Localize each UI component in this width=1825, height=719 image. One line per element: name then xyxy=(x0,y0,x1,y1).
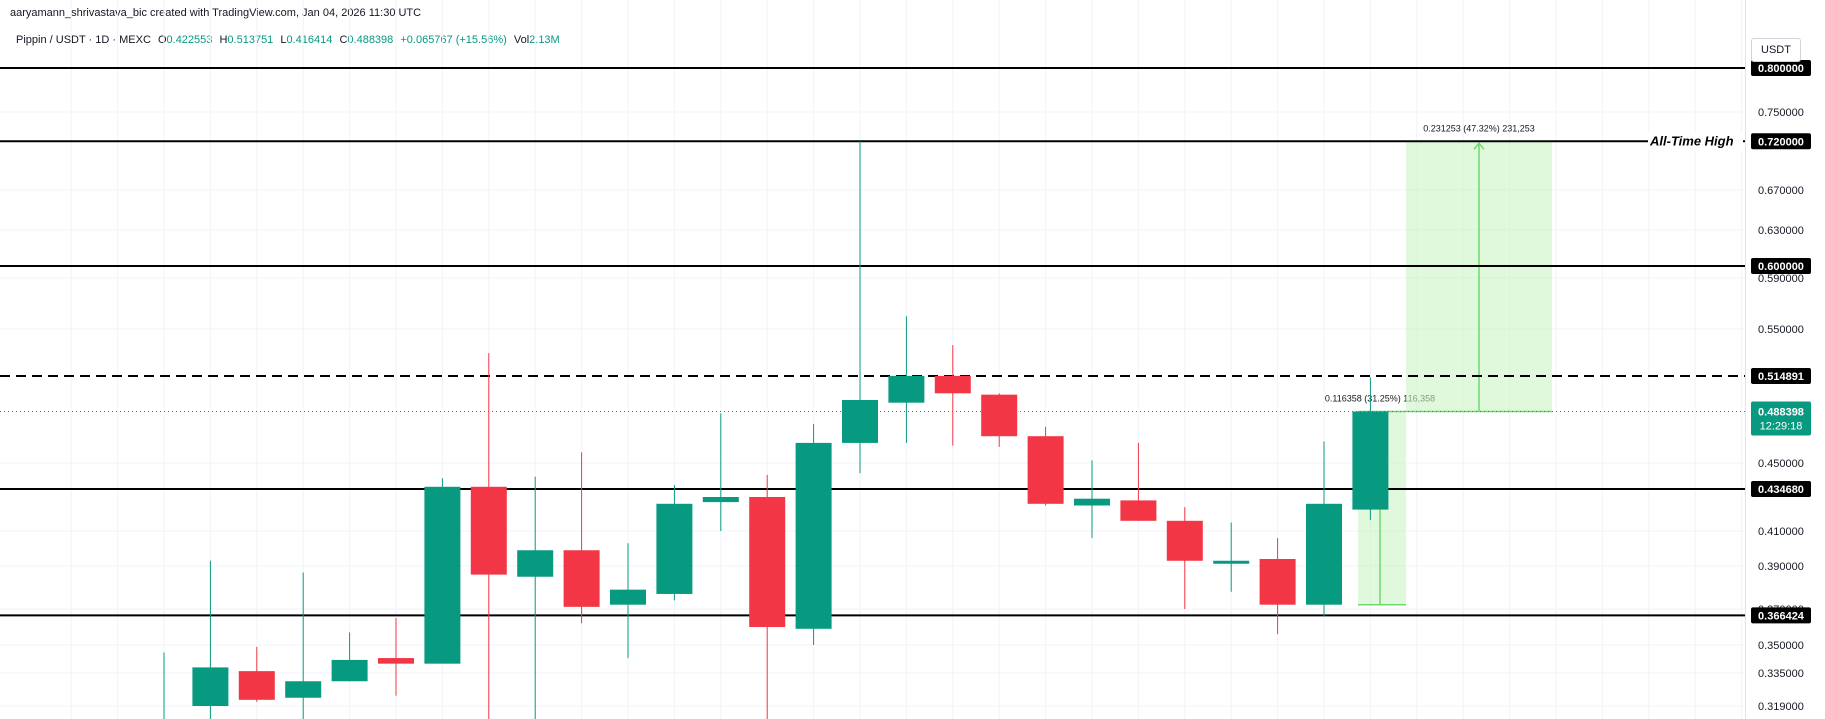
level-price-label: 0.720000 xyxy=(1758,136,1804,148)
candle-body[interactable] xyxy=(424,486,461,664)
level-price-tag xyxy=(1751,607,1811,624)
y-tick-label: 0.319000 xyxy=(1758,701,1804,713)
candle-body[interactable] xyxy=(981,394,1018,437)
projection-label: 0.231253 (47.32%) 231,253 xyxy=(1423,123,1535,133)
level-price-tag xyxy=(1751,133,1811,150)
open-value: 0.422553 xyxy=(166,34,213,46)
candle-body[interactable] xyxy=(610,589,646,605)
low-value: 0.416414 xyxy=(286,34,333,46)
level-price-label: 0.366424 xyxy=(1758,610,1805,622)
close-value: 0.488398 xyxy=(347,34,394,46)
candle-body[interactable] xyxy=(378,658,414,664)
level-price-label: 0.600000 xyxy=(1758,261,1804,273)
level-price-label: 0.800000 xyxy=(1758,63,1804,75)
candle-body[interactable] xyxy=(238,671,275,700)
y-tick-label: 0.630000 xyxy=(1758,225,1804,237)
candle-body[interactable] xyxy=(795,442,832,629)
candle-body[interactable] xyxy=(192,667,229,706)
level-price-tag xyxy=(1751,481,1811,498)
level-price-tag xyxy=(1751,60,1811,76)
countdown-label: 12:29:18 xyxy=(1760,421,1803,433)
candle-body[interactable] xyxy=(285,681,322,698)
axis-unit-button[interactable]: USDT xyxy=(1751,38,1801,62)
candle-body[interactable] xyxy=(934,375,971,394)
candle-body[interactable] xyxy=(470,486,507,575)
y-tick-label: 0.410000 xyxy=(1758,526,1804,538)
level-price-label: 0.434680 xyxy=(1758,484,1804,496)
y-tick-label: 0.550000 xyxy=(1758,324,1804,336)
level-price-tag xyxy=(1751,258,1811,274)
candle-body[interactable] xyxy=(1166,520,1203,561)
all-time-high-annotation: All-Time High xyxy=(1649,133,1734,148)
candle-body[interactable] xyxy=(1259,559,1296,605)
change-value: +0.065767 (+15.56%) xyxy=(400,34,507,46)
candle-body[interactable] xyxy=(702,497,739,503)
candle-body[interactable] xyxy=(1352,411,1389,510)
level-price-tag xyxy=(1751,368,1811,385)
level-price-label: 0.514891 xyxy=(1758,371,1804,383)
current-price-tag xyxy=(1751,401,1811,436)
candle-body[interactable] xyxy=(517,550,554,577)
candle-body[interactable] xyxy=(888,375,925,403)
y-tick-label: 0.350000 xyxy=(1758,640,1804,652)
candle-body[interactable] xyxy=(331,659,368,682)
annotation-bg xyxy=(1648,132,1743,151)
y-tick-label: 0.590000 xyxy=(1758,273,1804,285)
candle-body[interactable] xyxy=(1213,560,1250,564)
candle-body[interactable] xyxy=(842,400,878,443)
candle-body[interactable] xyxy=(656,503,693,594)
current-price-label: 0.488398 xyxy=(1758,407,1804,419)
candle-body[interactable] xyxy=(563,550,600,607)
y-tick-label: 0.670000 xyxy=(1758,185,1804,197)
candle-body[interactable] xyxy=(1120,500,1157,521)
y-tick-label: 0.450000 xyxy=(1758,458,1804,470)
high-value: 0.513751 xyxy=(227,34,274,46)
candle-body[interactable] xyxy=(1306,503,1342,605)
y-tick-label: 0.750000 xyxy=(1758,107,1804,119)
volume-value: 2.13M xyxy=(529,34,560,46)
y-tick-label: 0.390000 xyxy=(1758,561,1804,573)
candle-body[interactable] xyxy=(1027,436,1064,504)
projection-arrowhead xyxy=(1473,142,1485,150)
y-tick-label: 0.335000 xyxy=(1758,668,1804,680)
chart-attribution: aaryamann_shrivastava_bic created with T… xyxy=(10,7,422,19)
candle-body[interactable] xyxy=(749,497,786,627)
projection-label: 0.116358 (31.25%) 116,358 xyxy=(1325,394,1435,404)
candle-body[interactable] xyxy=(1074,498,1110,506)
